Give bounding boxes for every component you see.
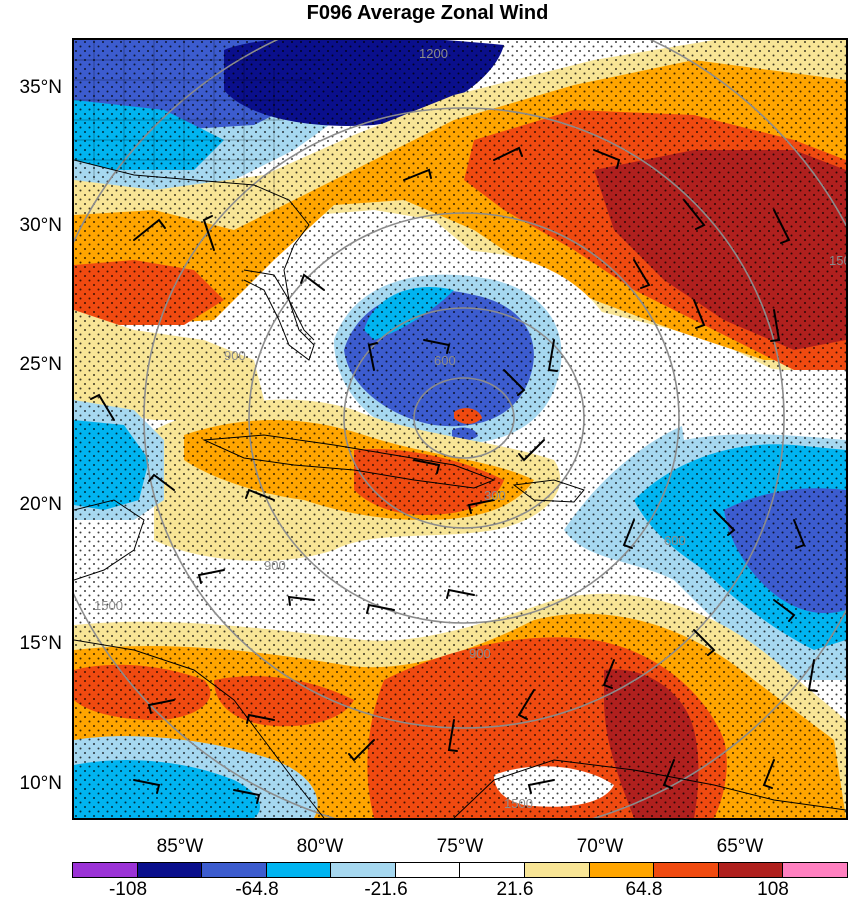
yucatan-outline xyxy=(74,499,145,581)
contour-label-6: 900 xyxy=(264,558,286,573)
lon-label-85w: 85°W xyxy=(156,836,204,857)
lat-label-25n: 25°N xyxy=(19,354,62,375)
lat-label-20n: 20°N xyxy=(19,494,62,515)
contour-label-5: 300 xyxy=(484,488,506,503)
stippling xyxy=(74,40,846,818)
contour-label-4: 600 xyxy=(434,353,456,368)
contour-label-10: 1500 xyxy=(504,796,533,811)
contour-label-2: 1500 xyxy=(829,253,846,268)
florida-outline xyxy=(243,269,315,361)
colorbar-label-3: -21.6 xyxy=(364,879,408,900)
colorbar-swatch-4 xyxy=(266,863,332,877)
contour-label-9: 900 xyxy=(469,646,491,661)
cuba-outline xyxy=(202,434,496,489)
county-borders xyxy=(74,40,324,215)
colorbar-swatch-3 xyxy=(202,863,267,877)
colorbar-label-4: 21.6 xyxy=(496,879,534,900)
us-east-coast xyxy=(74,159,315,341)
wind-barbs xyxy=(90,146,818,804)
south-america-outline xyxy=(453,759,846,818)
lat-label-15n: 15°N xyxy=(19,633,62,654)
colorbar-swatch-12 xyxy=(783,863,847,877)
map-panel: 1200 1500 900 600 300 900 1500 600 900 1… xyxy=(72,38,848,820)
colorbar-label-6: 108 xyxy=(757,879,789,900)
contour-label-7: 1500 xyxy=(94,598,123,613)
colorbar-label-5: 64.8 xyxy=(625,879,663,900)
lat-label-35n: 35°N xyxy=(19,77,62,98)
colorbar-label-1: -108 xyxy=(108,879,148,900)
colorbar-swatch-7 xyxy=(460,863,526,877)
contour-ring-4 xyxy=(143,107,785,729)
colorbar-swatch-5 xyxy=(331,863,396,877)
lat-label-30n: 30°N xyxy=(19,215,62,236)
coastlines xyxy=(74,159,846,818)
contour-label-8: 600 xyxy=(664,533,686,548)
lon-label-75w: 75°W xyxy=(436,836,484,857)
central-america-outline xyxy=(74,639,325,818)
chart-title: F096 Average Zonal Wind xyxy=(306,2,549,24)
colorbar-swatch-10 xyxy=(654,863,719,877)
colorbar-label-2: -64.8 xyxy=(235,879,279,900)
lat-label-10n: 10°N xyxy=(19,773,62,794)
colorbar xyxy=(72,862,848,878)
contour-ring-1 xyxy=(413,377,515,459)
hispaniola-outline xyxy=(512,479,585,503)
colorbar-swatch-8 xyxy=(525,863,590,877)
contour-label-1: 1200 xyxy=(419,46,448,61)
contour-labels: 1200 1500 900 600 300 900 1500 600 900 1… xyxy=(94,46,846,811)
lon-label-65w: 65°W xyxy=(716,836,764,857)
contour-ring-3 xyxy=(248,212,680,624)
colorbar-swatch-1 xyxy=(73,863,138,877)
contour-ring-2 xyxy=(343,307,585,529)
contour-label-3: 900 xyxy=(224,348,246,363)
colorbar-swatch-2 xyxy=(137,863,203,877)
lon-label-80w: 80°W xyxy=(296,836,344,857)
colorbar-swatch-6 xyxy=(395,863,461,877)
height-contours xyxy=(74,40,846,818)
colorbar-swatch-9 xyxy=(589,863,655,877)
lon-label-70w: 70°W xyxy=(576,836,624,857)
colorbar-swatch-11 xyxy=(718,863,784,877)
